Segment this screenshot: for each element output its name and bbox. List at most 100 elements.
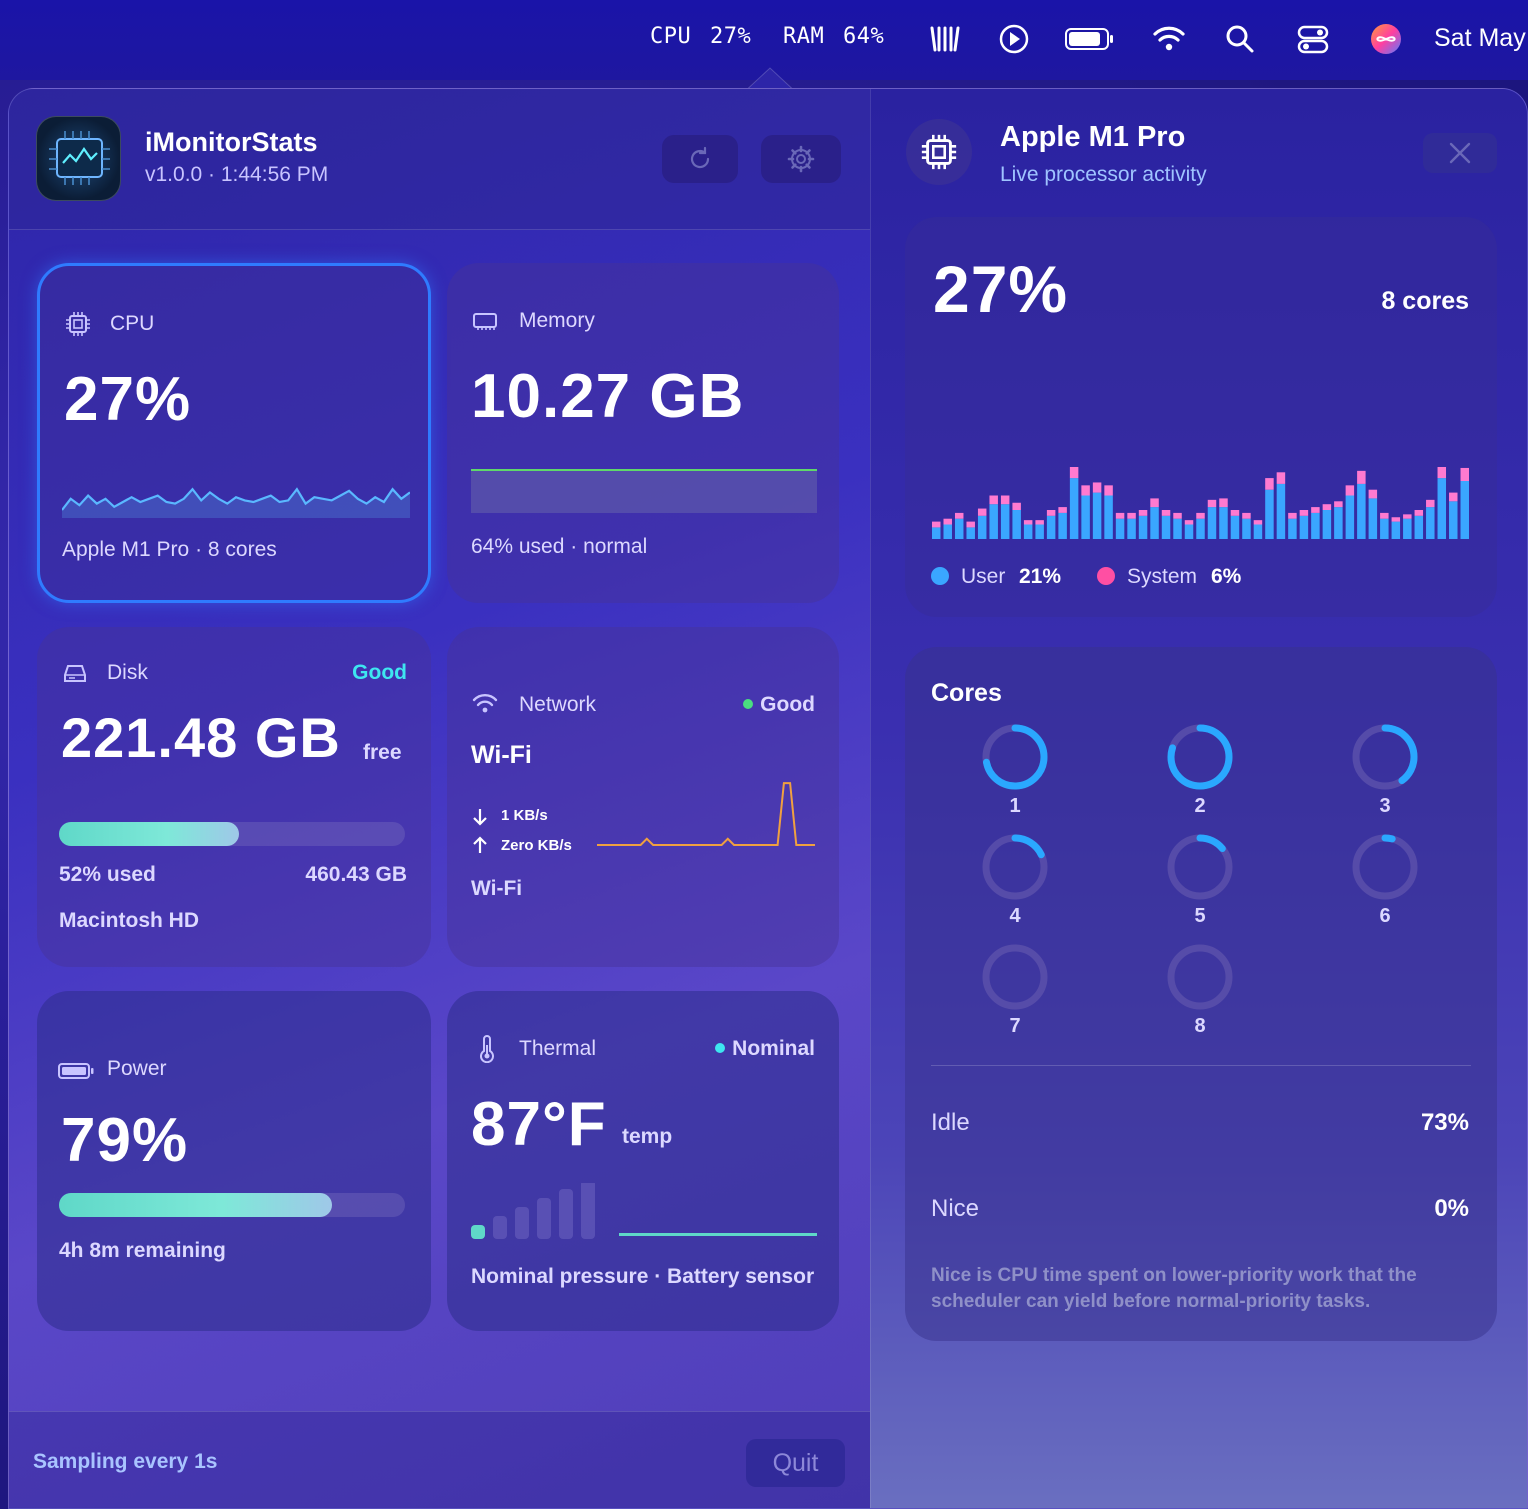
network-title: Network: [519, 693, 597, 716]
user-bar: [1035, 524, 1044, 539]
network-sparkline-line: [597, 782, 815, 846]
user-bar: [977, 515, 987, 539]
user-bar: [1127, 518, 1136, 539]
cpu-usage-bars: [932, 467, 1469, 539]
menubar-ram-value[interactable]: 64%: [843, 24, 885, 49]
thermal-bar: [581, 1183, 595, 1239]
user-bar: [1081, 495, 1090, 539]
sparkle-icon[interactable]: [928, 22, 962, 56]
system-bar: [1150, 498, 1159, 508]
user-bar: [1368, 498, 1378, 539]
close-icon: [1449, 142, 1471, 164]
thermal-title: Thermal: [519, 1037, 597, 1060]
power-card[interactable]: Power 79% 4h 8m remaining: [37, 991, 431, 1331]
core-ring: [982, 834, 1048, 900]
disk-status: Good: [352, 661, 407, 684]
user-legend-dot: [931, 567, 949, 585]
system-value: 6%: [1211, 565, 1242, 588]
user-bar: [1230, 515, 1240, 539]
cpu-value: 27%: [64, 365, 192, 434]
system-bar: [1219, 498, 1228, 508]
quit-button[interactable]: Quit: [746, 1439, 845, 1487]
memory-card[interactable]: Memory 10.27 GB 64% used · normal: [447, 263, 839, 603]
system-bar: [1449, 492, 1458, 502]
menubar-cpu-label[interactable]: CPU: [650, 24, 692, 49]
core-ring: [1167, 944, 1233, 1010]
app-title: iMonitorStats: [145, 127, 318, 157]
user-bar: [1357, 483, 1366, 539]
wifi-icon[interactable]: [1152, 22, 1186, 56]
cpu-card[interactable]: CPU 27% Apple M1 Pro · 8 cores: [37, 263, 431, 603]
core-ring: [982, 944, 1048, 1010]
cpu-sparkline-line: [62, 487, 410, 511]
core-label: 3: [1379, 795, 1391, 817]
menubar-clock[interactable]: Sat May: [1434, 24, 1526, 52]
user-bar: [1138, 515, 1148, 539]
battery-icon: [58, 1063, 94, 1079]
menubar-ram-label[interactable]: RAM: [783, 24, 825, 49]
system-bar: [1322, 504, 1332, 510]
nice-value: 0%: [1434, 1195, 1469, 1222]
core-ring-track: [1352, 834, 1418, 900]
system-bar: [1357, 470, 1366, 484]
user-bar: [1276, 483, 1286, 539]
disk-volume: Macintosh HD: [59, 909, 200, 932]
detail-subtitle: Live processor activity: [1000, 163, 1207, 186]
idle-label: Idle: [931, 1109, 970, 1136]
user-bar: [1460, 481, 1469, 539]
memory-title: Memory: [519, 309, 595, 332]
user-bar: [1265, 489, 1274, 539]
network-footer: Wi-Fi: [471, 877, 523, 900]
network-type: Wi-Fi: [471, 741, 532, 769]
sampling-text: Sampling every 1s: [33, 1450, 218, 1473]
thermal-bar: [493, 1216, 507, 1239]
user-bar: [1173, 518, 1182, 539]
menubar-cpu-value[interactable]: 27%: [710, 24, 752, 49]
wifi-icon: [472, 694, 498, 713]
user-bar: [966, 527, 975, 539]
system-bar: [1345, 485, 1355, 496]
user-bar: [954, 518, 964, 539]
settings-button[interactable]: [761, 135, 841, 183]
system-bar: [1253, 520, 1263, 525]
detail-cpu-value: 27%: [933, 252, 1069, 326]
network-status: Good: [760, 693, 815, 716]
control-center-icon[interactable]: [1296, 22, 1330, 56]
user-bar: [1104, 495, 1113, 539]
cpu-footer: Apple M1 Pro · 8 cores: [62, 538, 277, 561]
siri-icon[interactable]: [1369, 22, 1403, 56]
network-card[interactable]: Network Good Wi-Fi 1 KB/s Zero KB/s Wi-F…: [447, 627, 839, 967]
core-ring: [982, 724, 1048, 790]
network-sparkline: [597, 782, 815, 846]
cpu-sparkline-area: [62, 489, 410, 518]
battery-level-fill: [59, 1193, 333, 1217]
battery-icon[interactable]: [1064, 22, 1116, 56]
disk-card[interactable]: Disk Good 221.48 GB free 52% used 460.43…: [37, 627, 431, 967]
system-bar: [943, 518, 952, 525]
play-icon[interactable]: [997, 22, 1031, 56]
user-bar: [1253, 524, 1263, 539]
thermal-card[interactable]: Thermal Nominal 87°F temp Nominal pressu…: [447, 991, 839, 1331]
network-up: Zero KB/s: [501, 837, 572, 854]
close-button[interactable]: [1423, 133, 1497, 173]
refresh-button[interactable]: [662, 135, 738, 183]
detail-cores-label: 8 cores: [1381, 287, 1469, 315]
chip-icon: [921, 134, 957, 170]
power-footer: 4h 8m remaining: [59, 1239, 226, 1262]
user-bar: [932, 527, 941, 539]
search-icon[interactable]: [1223, 22, 1257, 56]
header: iMonitorStats v1.0.0 · 1:44:56 PM: [9, 89, 870, 230]
system-bar: [1069, 467, 1079, 479]
user-bar: [1219, 507, 1228, 539]
user-bar: [1288, 518, 1297, 539]
download-icon: [473, 809, 487, 826]
cores-title: Cores: [931, 679, 1002, 707]
user-bar: [1115, 518, 1125, 539]
idle-value: 73%: [1420, 1109, 1469, 1136]
system-bar: [1138, 510, 1148, 516]
thermal-status: Nominal: [732, 1037, 815, 1060]
core-ring-progress: [1167, 834, 1233, 900]
thermal-pressure-bars: [471, 1183, 595, 1239]
upload-icon: [473, 836, 487, 853]
disk-value: 221.48 GB: [61, 706, 341, 769]
